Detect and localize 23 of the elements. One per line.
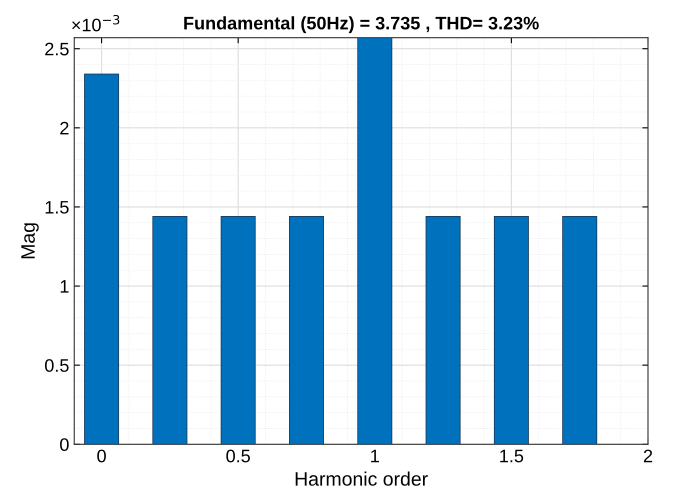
bar (152, 216, 188, 444)
x-tick-label: 2 (644, 450, 652, 462)
y-axis-title: Mag (21, 223, 39, 258)
bar (426, 216, 461, 444)
bar (288, 216, 324, 444)
y-tick-label: 2.5 (45, 42, 69, 56)
chart-title: Fundamental (50Hz) = 3.735 , THD= 3.23% (184, 16, 539, 34)
y-tick-label: 1.5 (46, 201, 69, 214)
bar (562, 216, 598, 444)
y-tick-label: 0 (60, 438, 69, 451)
bar (494, 216, 529, 444)
x-tick-label: 0.5 (226, 450, 250, 462)
bar (220, 216, 256, 444)
y-tick-label: 1 (60, 280, 69, 293)
x-tick-label: 1 (371, 450, 379, 462)
y-tick-label: 2 (60, 122, 68, 134)
text: ×10$^{−3}$ (72, 14, 120, 32)
x-tick-label: 1.5 (500, 450, 524, 462)
bar (84, 74, 120, 444)
y-tick-label: 0.5 (44, 359, 69, 372)
x-axis-title: Harmonic order (296, 472, 428, 486)
x-tick-label: 0 (97, 450, 106, 462)
bar (357, 38, 392, 444)
